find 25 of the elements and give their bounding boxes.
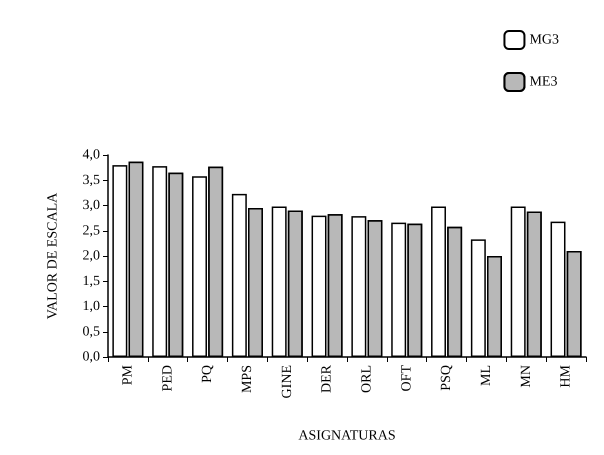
x-axis-title: ASIGNATURAS	[298, 428, 396, 444]
x-tick-label: ML	[478, 365, 494, 386]
x-tick-label: PED	[160, 365, 176, 392]
y-tick-label: 4,0	[82, 148, 100, 162]
y-tick-label: 3,5	[82, 172, 100, 188]
y-tick-label: 0,0	[82, 350, 100, 364]
y-tick-label: 2,5	[82, 223, 100, 238]
y-tick-label: 2,0	[82, 248, 100, 264]
x-tick-label: GINE	[280, 365, 295, 398]
y-tick-label: 0,5	[82, 324, 100, 340]
legend-label: MG3	[529, 32, 560, 48]
x-tick-label: PSQ	[439, 365, 454, 391]
y-tick-label: 1,5	[82, 274, 100, 289]
y-axis-title: VALOR DE ESCALA	[46, 192, 60, 320]
x-tick-label: HM	[558, 364, 574, 388]
x-tick-label: PQ	[200, 365, 216, 383]
y-tick-label: 3,0	[82, 198, 100, 213]
y-tick-label: 1,0	[82, 299, 100, 314]
x-tick-label: ORL	[359, 365, 374, 393]
x-tick-label: MN	[518, 365, 534, 388]
x-tick-label: OFT	[399, 364, 414, 392]
legend-label: ME3	[529, 74, 558, 90]
x-tick-label: PM	[120, 364, 136, 386]
x-tick-label: MPS	[240, 365, 255, 394]
x-tick-label: DER	[320, 364, 335, 393]
